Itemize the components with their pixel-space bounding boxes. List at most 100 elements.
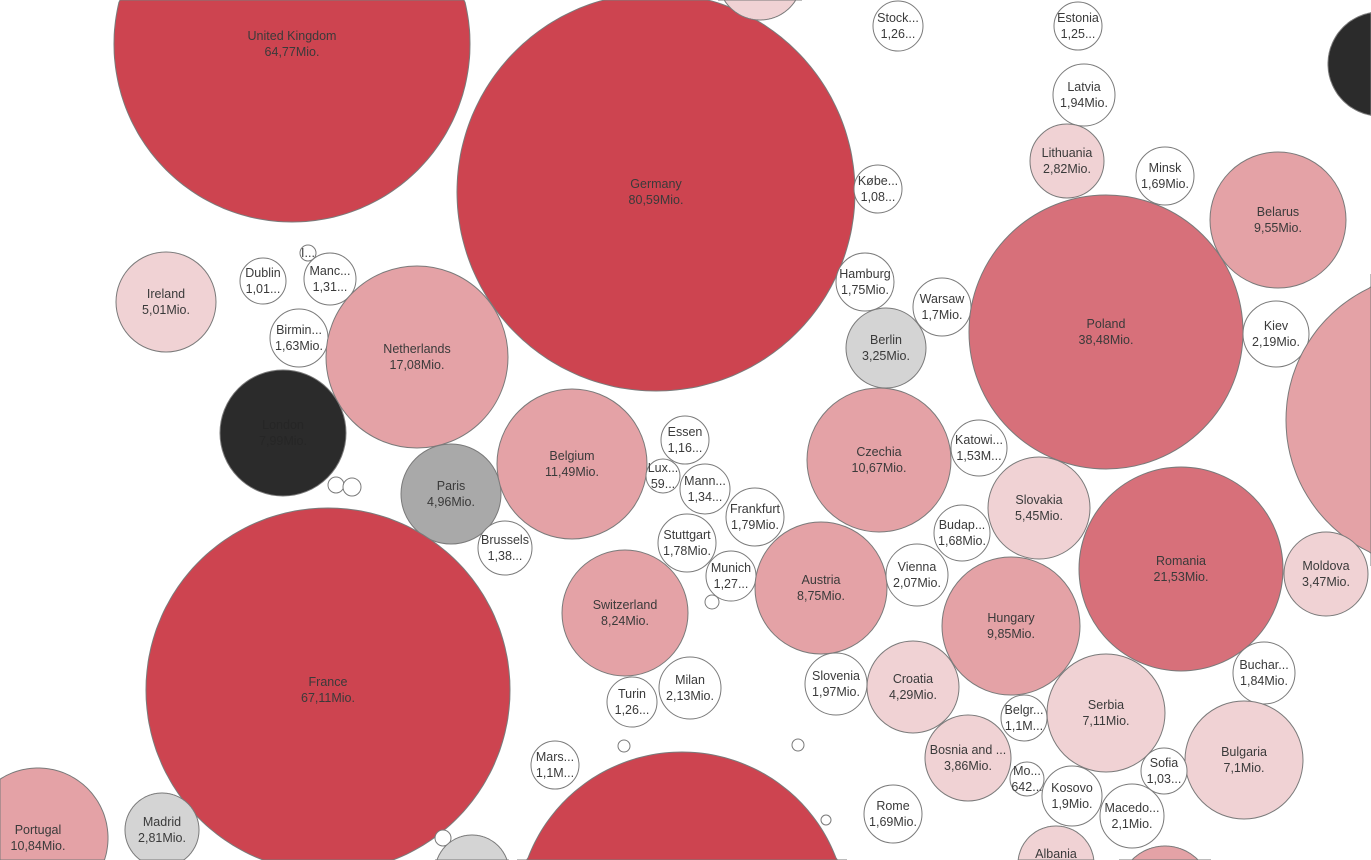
bubble-circle[interactable] [1209,151,1347,289]
bubble-buchar[interactable]: Buchar... 1,84Mio. [1232,641,1296,705]
bubble-bubble[interactable] [435,834,509,860]
bubble-albania[interactable]: Albania [1017,825,1095,860]
bubble-serbia[interactable]: Serbia 7,11Mio. [1046,653,1166,773]
bubble-bubble[interactable] [718,0,802,21]
bubble-estonia[interactable]: Estonia 1,25... [1053,1,1103,51]
bubble-belarus[interactable]: Belarus 9,55Mio. [1209,151,1347,289]
bubble-bubble[interactable] [517,751,847,860]
bubble-circle[interactable] [1327,12,1371,116]
bubble-france[interactable]: France 67,11Mio. [145,507,511,860]
bubble-circle[interactable] [987,456,1091,560]
bubble-munich[interactable]: Munich 1,27... [705,550,757,602]
bubble-dublin[interactable]: Dublin 1,01... [239,257,287,305]
bubble-circle[interactable] [660,415,710,465]
bubble-circle[interactable] [1232,641,1296,705]
bubble-circle[interactable] [1017,825,1095,860]
bubble-circle[interactable] [1242,300,1310,368]
bubble-circle[interactable] [115,251,217,353]
bubble-circle[interactable] [645,458,681,494]
bubble-circle[interactable] [342,477,362,497]
bubble-circle[interactable] [496,388,648,540]
bubble-circle[interactable] [941,556,1081,696]
bubble-circle[interactable] [912,277,972,337]
bubble-budap[interactable]: Budap... 1,68Mio. [933,504,991,562]
bubble-circle[interactable] [791,738,805,752]
bubble-circle[interactable] [679,463,731,515]
bubble-circle[interactable] [1285,274,1371,566]
bubble-stock[interactable]: Stock... 1,26... [872,0,924,52]
bubble-circle[interactable] [1009,761,1045,797]
bubble-circle[interactable] [145,507,511,860]
bubble-circle[interactable] [1099,783,1165,849]
bubble-portugal[interactable]: Portugal 10,84Mio. [0,767,109,860]
bubble-austria[interactable]: Austria 8,75Mio. [754,521,888,655]
bubble-circle[interactable] [804,652,868,716]
bubble-bubble[interactable] [820,814,832,826]
bubble-bulgaria[interactable]: Bulgaria 7,1Mio. [1184,700,1304,820]
bubble-circle[interactable] [219,369,347,497]
bubble-czechia[interactable]: Czechia 10,67Mio. [806,387,952,533]
bubble-paris[interactable]: Paris 4,96Mio. [400,443,502,545]
bubble-circle[interactable] [606,676,658,728]
bubble-circle[interactable] [303,252,357,306]
bubble-bubble[interactable] [1119,845,1211,860]
bubble-circle[interactable] [950,419,1008,477]
bubble-lithuania[interactable]: Lithuania 2,82Mio. [1029,123,1105,199]
bubble-circle[interactable] [725,487,785,547]
bubble-circle[interactable] [1041,765,1103,827]
bubble-hamburg[interactable]: Hamburg 1,75Mio. [835,252,895,312]
bubble-circle[interactable] [477,520,533,576]
bubble-bubble[interactable] [704,594,720,610]
bubble-circle[interactable] [434,829,452,847]
bubble-circle[interactable] [704,594,720,610]
bubble-circle[interactable] [1000,694,1048,742]
bubble-circle[interactable] [863,784,923,844]
bubble-circle[interactable] [400,443,502,545]
bubble-madrid[interactable]: Madrid 2,81Mio. [124,792,200,860]
bubble-slovenia[interactable]: Slovenia 1,97Mio. [804,652,868,716]
bubble-circle[interactable] [1052,63,1116,127]
bubble-k-be[interactable]: Købe... 1,08... [853,164,903,214]
bubble-circle[interactable] [325,265,509,449]
bubble-circle[interactable] [968,194,1244,470]
bubble-bosnia-and[interactable]: Bosnia and ... 3,86Mio. [924,714,1012,802]
bubble-mars[interactable]: Mars... 1,1M... [530,740,580,790]
bubble-milan[interactable]: Milan 2,13Mio. [658,656,722,720]
bubble-poland[interactable]: Poland 38,48Mio. [968,194,1244,470]
bubble-netherlands[interactable]: Netherlands 17,08Mio. [325,265,509,449]
bubble-circle[interactable] [239,257,287,305]
bubble-circle[interactable] [269,308,329,368]
bubble-circle[interactable] [885,543,949,607]
bubble-bubble[interactable] [617,739,631,753]
bubble-romania[interactable]: Romania 21,53Mio. [1078,466,1284,672]
bubble-birmin[interactable]: Birmin... 1,63Mio. [269,308,329,368]
bubble-germany[interactable]: Germany 80,59Mio. [456,0,856,392]
bubble-bubble[interactable] [791,738,805,752]
bubble-kiev[interactable]: Kiev 2,19Mio. [1242,300,1310,368]
bubble-circle[interactable] [299,244,317,262]
bubble-circle[interactable] [657,513,717,573]
bubble-belgr[interactable]: Belgr... 1,1M... [1000,694,1048,742]
bubble-circle[interactable] [1184,700,1304,820]
bubble-circle[interactable] [806,387,952,533]
bubble-circle[interactable] [327,476,345,494]
bubble-circle[interactable] [517,751,847,860]
bubble-brussels[interactable]: Brussels 1,38... [477,520,533,576]
bubble-circle[interactable] [853,164,903,214]
bubble-croatia[interactable]: Croatia 4,29Mio. [866,640,960,734]
bubble-minsk[interactable]: Minsk 1,69Mio. [1135,146,1195,206]
bubble-bubble[interactable] [1285,274,1371,566]
bubble-circle[interactable] [705,550,757,602]
bubble-hungary[interactable]: Hungary 9,85Mio. [941,556,1081,696]
bubble-circle[interactable] [435,834,509,860]
bubble-circle[interactable] [835,252,895,312]
bubble-frankfurt[interactable]: Frankfurt 1,79Mio. [725,487,785,547]
bubble-mann[interactable]: Mann... 1,34... [679,463,731,515]
bubble-bubble[interactable] [327,476,345,494]
bubble-circle[interactable] [1135,146,1195,206]
bubble-turin[interactable]: Turin 1,26... [606,676,658,728]
bubble-sofia[interactable]: Sofia 1,03... [1140,747,1188,795]
bubble-kosovo[interactable]: Kosovo 1,9Mio. [1041,765,1103,827]
bubble-essen[interactable]: Essen 1,16... [660,415,710,465]
bubble-circle[interactable] [933,504,991,562]
